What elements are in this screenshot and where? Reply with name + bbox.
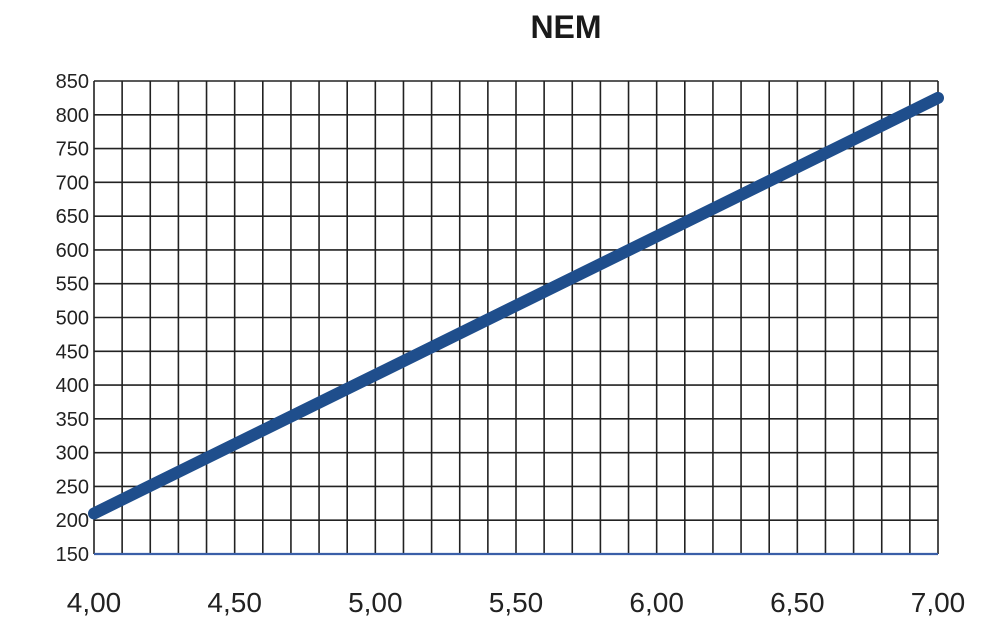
y-tick-label: 400 (56, 375, 89, 397)
y-tick-label: 250 (56, 476, 89, 498)
y-tick-label: 450 (56, 341, 89, 363)
y-tick-label: 850 (56, 71, 89, 93)
x-tick-label: 4,50 (207, 587, 262, 618)
y-tick-label: 550 (56, 274, 89, 296)
y-tick-label: 150 (56, 544, 89, 566)
x-tick-label: 6,00 (629, 587, 684, 618)
y-tick-label: 800 (56, 105, 89, 127)
y-tick-label: 650 (56, 206, 89, 228)
y-tick-label: 300 (56, 443, 89, 465)
y-tick-label: 350 (56, 409, 89, 431)
y-tick-label: 600 (56, 240, 89, 262)
x-tick-label: 4,00 (67, 587, 122, 618)
y-tick-label: 700 (56, 172, 89, 194)
x-axis-ticks: 4,00 4,50 5,00 5,50 6,00 6,50 7,00 (67, 587, 966, 618)
y-axis-ticks: 150 200 250 300 350 400 450 500 550 600 650 700 750 8… (56, 71, 89, 566)
y-tick-label: 500 (56, 308, 89, 330)
x-tick-label: 5,00 (348, 587, 403, 618)
y-tick-label: 200 (56, 510, 89, 532)
chart-title: NEM (530, 9, 601, 45)
series-line (88, 91, 944, 520)
series-layer (88, 91, 944, 520)
x-tick-label: 5,50 (489, 587, 544, 618)
y-tick-label: 750 (56, 139, 89, 161)
x-tick-label: 7,00 (911, 587, 966, 618)
grid (93, 80, 939, 554)
x-tick-label: 6,50 (770, 587, 825, 618)
